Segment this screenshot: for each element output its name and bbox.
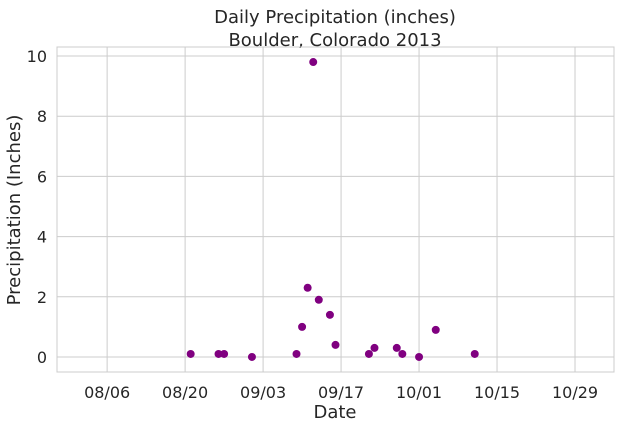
y-tick-label: 2: [37, 288, 47, 307]
data-points: [186, 58, 479, 361]
data-point: [292, 349, 301, 358]
x-tick-label: 08/06: [84, 383, 130, 402]
data-point: [398, 349, 407, 358]
y-axis-tick-labels: 0 2 4 6 8 10: [27, 47, 47, 367]
data-point: [220, 349, 229, 358]
x-tick-label: 10/29: [552, 383, 598, 402]
x-tick-label: 10/15: [474, 383, 520, 402]
y-tick-label: 0: [37, 348, 47, 367]
plot-area-frame: [56, 46, 615, 373]
x-tick-label: 08/20: [162, 383, 208, 402]
data-point: [314, 295, 323, 304]
data-point: [415, 352, 424, 361]
x-tick-label: 09/17: [318, 383, 364, 402]
data-point: [186, 349, 195, 358]
y-tick-label: 10: [27, 47, 47, 66]
data-point: [470, 349, 479, 358]
data-point: [247, 352, 256, 361]
y-tick-label: 6: [37, 167, 47, 186]
data-point: [325, 310, 334, 319]
data-point: [392, 343, 401, 352]
grid-lines: [57, 47, 614, 372]
data-point: [331, 340, 340, 349]
data-point: [303, 283, 312, 292]
x-axis-tick-labels: 08/06 08/20 09/03 09/17 10/01 10/15 10/29: [84, 383, 598, 402]
x-axis-label: Date: [313, 402, 356, 423]
x-tick-label: 09/03: [240, 383, 286, 402]
data-point: [364, 349, 373, 358]
data-point: [431, 325, 440, 334]
data-point: [298, 322, 307, 331]
data-point: [370, 343, 379, 352]
chart-title: Daily Precipitation (inches): [214, 7, 456, 28]
data-point: [309, 58, 318, 67]
y-tick-label: 8: [37, 107, 47, 126]
data-point: [214, 349, 223, 358]
y-axis-label: Precipitation (Inches): [4, 115, 25, 306]
y-tick-label: 4: [37, 228, 47, 247]
x-tick-label: 10/01: [396, 383, 442, 402]
chart-subtitle: Boulder, Colorado 2013: [228, 30, 441, 51]
